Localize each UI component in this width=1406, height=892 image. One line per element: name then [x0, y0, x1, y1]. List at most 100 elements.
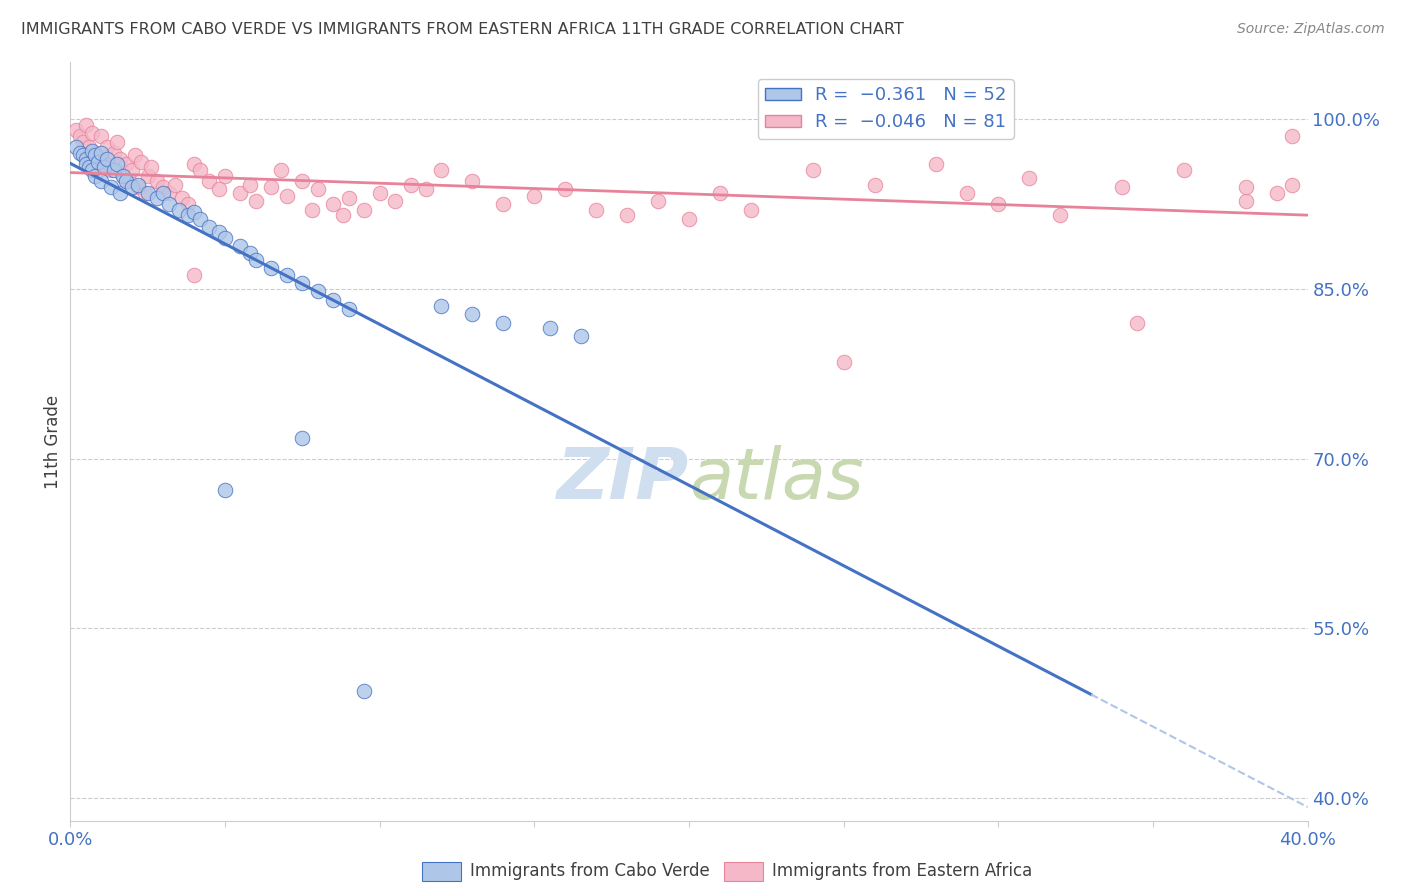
- Point: [740, 202, 762, 217]
- Point: [569, 329, 592, 343]
- Point: [1049, 208, 1071, 222]
- Point: [616, 208, 638, 222]
- Point: [322, 293, 344, 307]
- Point: [84, 145, 107, 160]
- Point: [80, 144, 103, 158]
- Point: [368, 186, 391, 200]
- Point: [152, 180, 174, 194]
- Point: [1281, 178, 1303, 192]
- Point: [80, 163, 103, 178]
- Point: [157, 197, 180, 211]
- Point: [987, 197, 1010, 211]
- Point: [96, 152, 118, 166]
- Point: [307, 284, 329, 298]
- Point: [93, 160, 115, 174]
- Point: [188, 163, 211, 178]
- Point: [177, 197, 200, 211]
- Point: [100, 163, 122, 178]
- Point: [115, 174, 138, 188]
- Point: [84, 169, 107, 183]
- Point: [291, 174, 314, 188]
- Point: [65, 123, 87, 137]
- Y-axis label: 11th Grade: 11th Grade: [44, 394, 62, 489]
- Point: [96, 140, 118, 154]
- Point: [301, 202, 323, 217]
- Point: [239, 245, 262, 260]
- Point: [69, 145, 91, 160]
- Point: [260, 261, 283, 276]
- Point: [69, 128, 91, 143]
- Point: [229, 239, 252, 253]
- Point: [108, 186, 131, 200]
- Point: [90, 145, 112, 160]
- Point: [245, 253, 267, 268]
- Point: [124, 148, 146, 162]
- Point: [75, 152, 97, 166]
- Text: atlas: atlas: [689, 445, 863, 514]
- Point: [332, 208, 354, 222]
- Point: [111, 169, 134, 183]
- Point: [1281, 128, 1303, 143]
- Point: [157, 186, 180, 200]
- Point: [925, 157, 948, 171]
- Point: [80, 126, 103, 140]
- Point: [105, 135, 128, 149]
- Point: [1173, 163, 1195, 178]
- Point: [152, 186, 174, 200]
- Point: [93, 157, 115, 171]
- Point: [229, 186, 252, 200]
- Point: [139, 160, 162, 174]
- Point: [492, 316, 515, 330]
- Point: [183, 268, 205, 283]
- Point: [108, 152, 131, 166]
- Point: [260, 180, 283, 194]
- Point: [75, 118, 97, 132]
- Point: [127, 178, 149, 192]
- Point: [77, 160, 100, 174]
- Text: Immigrants from Eastern Africa: Immigrants from Eastern Africa: [772, 863, 1032, 880]
- Point: [863, 178, 886, 192]
- Point: [198, 219, 221, 234]
- Point: [115, 157, 138, 171]
- Point: [103, 145, 125, 160]
- Text: ZIP: ZIP: [557, 445, 689, 514]
- Point: [461, 307, 484, 321]
- Point: [1234, 180, 1257, 194]
- Point: [399, 178, 422, 192]
- Point: [415, 182, 437, 196]
- Point: [183, 157, 205, 171]
- Point: [208, 182, 231, 196]
- Point: [121, 163, 143, 178]
- Point: [430, 299, 453, 313]
- Point: [87, 152, 110, 166]
- Point: [461, 174, 484, 188]
- Point: [75, 157, 97, 171]
- Point: [100, 180, 122, 194]
- Point: [208, 225, 231, 239]
- Point: [165, 178, 187, 192]
- Point: [492, 197, 515, 211]
- Point: [1265, 186, 1288, 200]
- Point: [111, 169, 134, 183]
- Legend: R =  −0.361   N = 52, R =  −0.046   N = 81: R = −0.361 N = 52, R = −0.046 N = 81: [758, 79, 1014, 138]
- Point: [678, 211, 700, 226]
- Point: [585, 202, 607, 217]
- Point: [245, 194, 267, 208]
- Point: [276, 268, 298, 283]
- Point: [188, 211, 211, 226]
- Point: [307, 182, 329, 196]
- Point: [554, 182, 576, 196]
- Point: [136, 186, 159, 200]
- Point: [90, 174, 112, 188]
- Point: [709, 186, 731, 200]
- Point: [118, 174, 141, 188]
- Point: [647, 194, 669, 208]
- Point: [177, 208, 200, 222]
- Point: [291, 431, 314, 445]
- Text: IMMIGRANTS FROM CABO VERDE VS IMMIGRANTS FROM EASTERN AFRICA 11TH GRADE CORRELAT: IMMIGRANTS FROM CABO VERDE VS IMMIGRANTS…: [21, 22, 904, 37]
- Point: [956, 186, 979, 200]
- Point: [214, 483, 236, 498]
- Point: [214, 169, 236, 183]
- Point: [430, 163, 453, 178]
- Text: Immigrants from Cabo Verde: Immigrants from Cabo Verde: [470, 863, 710, 880]
